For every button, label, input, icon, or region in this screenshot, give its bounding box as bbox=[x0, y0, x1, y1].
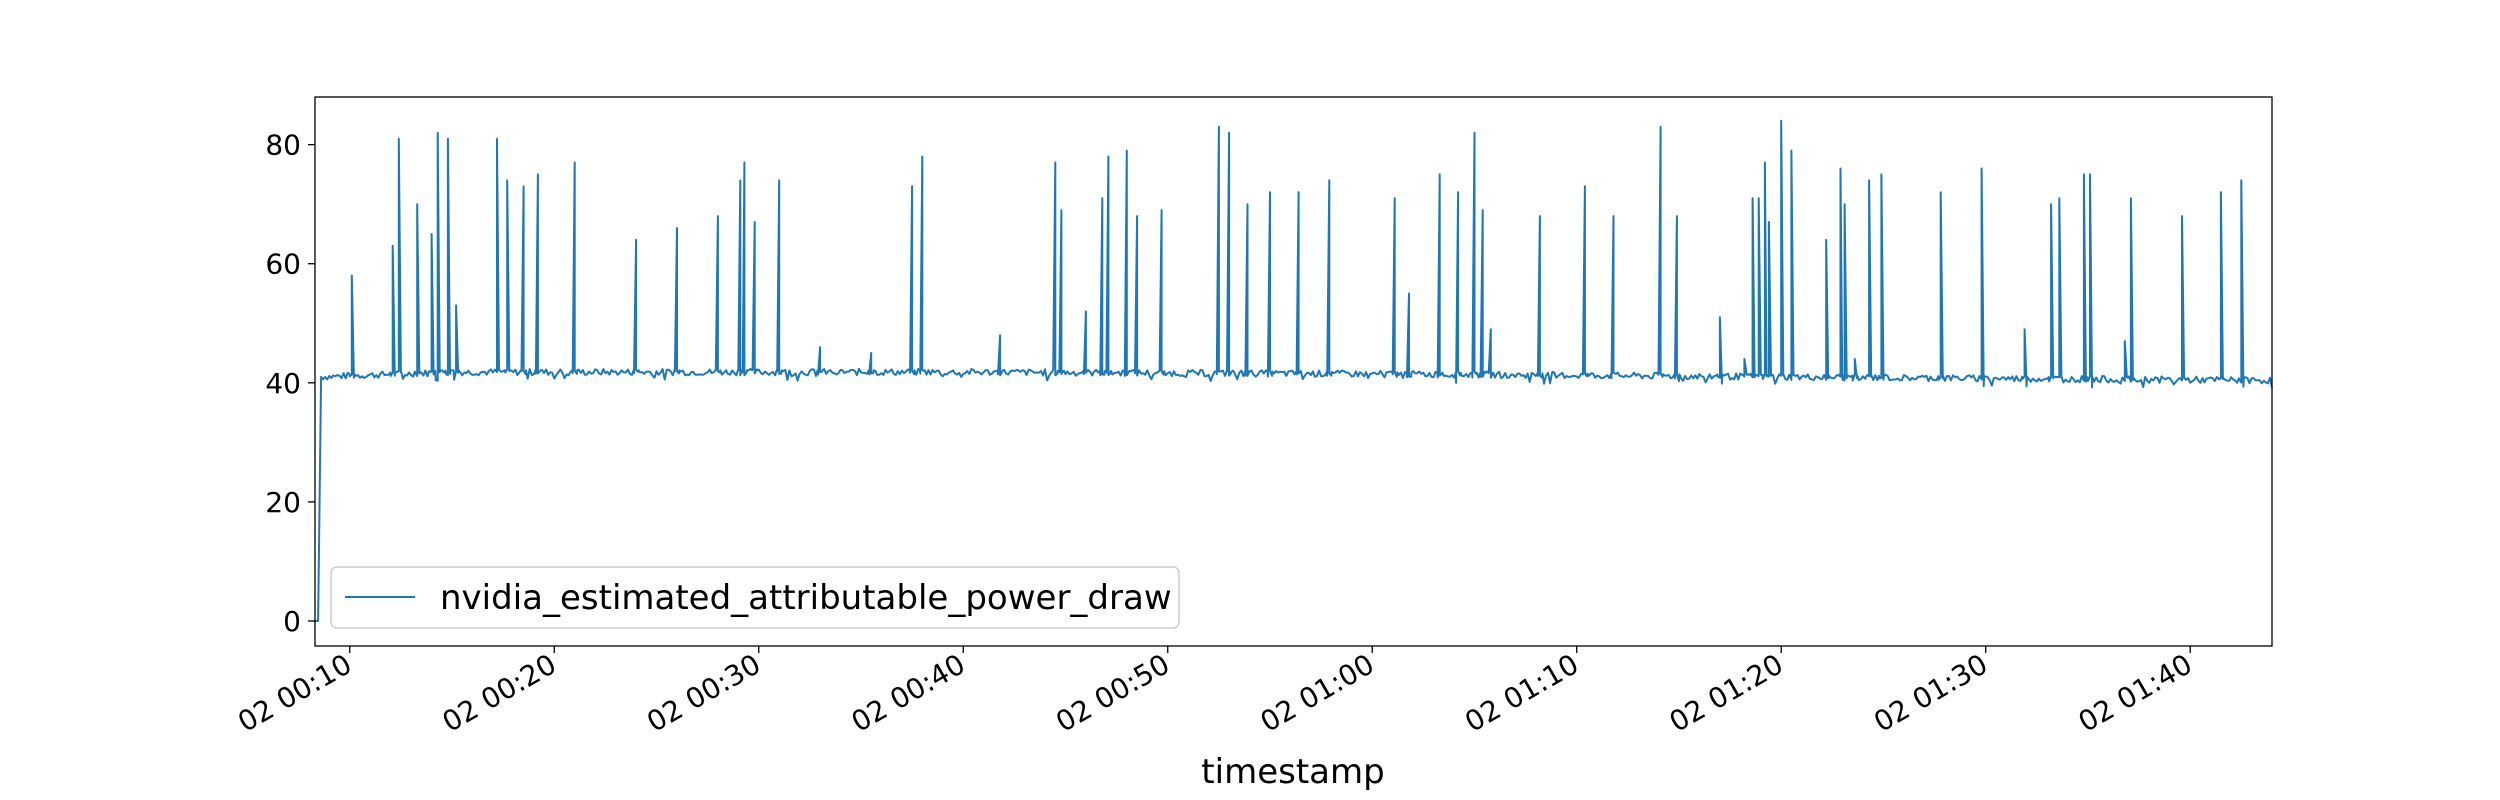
x-tick-label: 02 00:40 bbox=[846, 647, 971, 738]
x-axis-title: timestamp bbox=[1201, 752, 1384, 792]
x-tick-label: 02 01:20 bbox=[1664, 647, 1789, 738]
legend-label: nvidia_estimated_attributable_power_draw bbox=[440, 578, 1172, 618]
plot-frame bbox=[314, 96, 2273, 647]
y-tick-label: 40 bbox=[265, 367, 301, 400]
y-tick-label: 20 bbox=[265, 486, 301, 519]
x-axis: 02 00:10 02 00:20 02 00:30 02 00:40 02 00:50… bbox=[232, 646, 2198, 739]
legend-box bbox=[330, 566, 1180, 629]
y-tick-label: 60 bbox=[265, 248, 301, 281]
x-tick-label: 02 00:30 bbox=[641, 647, 766, 738]
x-tick-label: 02 01:40 bbox=[2073, 647, 2198, 738]
series-line bbox=[315, 119, 2273, 622]
x-tick-label: 02 01:10 bbox=[1459, 647, 1584, 738]
x-tick-label: 02 01:00 bbox=[1255, 647, 1380, 738]
y-tick-label: 0 bbox=[283, 605, 301, 638]
x-tick-label: 02 00:50 bbox=[1050, 647, 1175, 738]
x-tick-label: 02 00:20 bbox=[437, 647, 562, 738]
x-tick-label: 02 00:10 bbox=[232, 647, 357, 738]
y-tick-label: 80 bbox=[265, 129, 301, 162]
y-axis: 0 20 40 60 80 bbox=[265, 129, 315, 638]
legend: nvidia_estimated_attributable_power_draw bbox=[330, 566, 1180, 629]
x-tick-label: 02 01:30 bbox=[1868, 647, 1993, 738]
